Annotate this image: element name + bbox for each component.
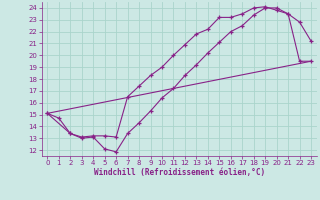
X-axis label: Windchill (Refroidissement éolien,°C): Windchill (Refroidissement éolien,°C) xyxy=(94,168,265,177)
